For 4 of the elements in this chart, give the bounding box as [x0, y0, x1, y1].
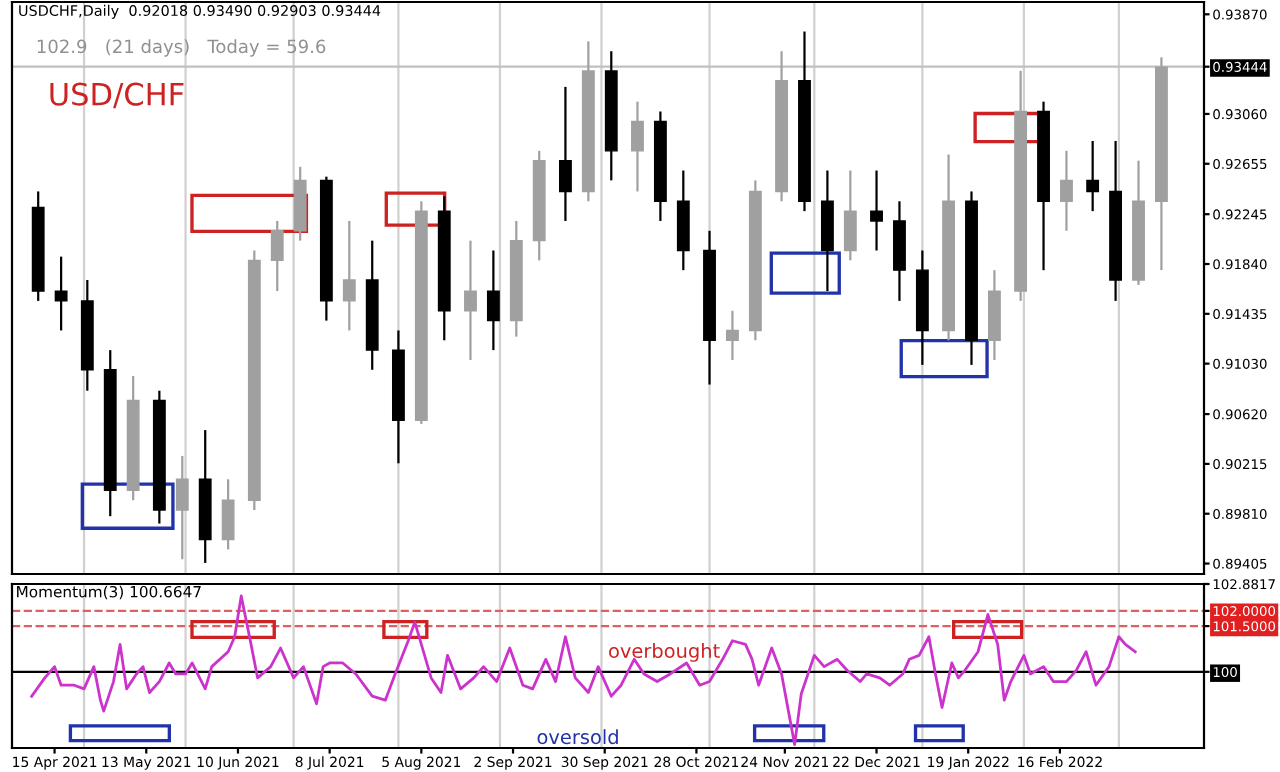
annotation: USD/CHF [50, 82, 184, 109]
annotation: overbought [609, 643, 720, 662]
annotation: oversold [537, 729, 618, 745]
annotation: 102.9 (21 days) Today = 59.6 [37, 39, 326, 57]
